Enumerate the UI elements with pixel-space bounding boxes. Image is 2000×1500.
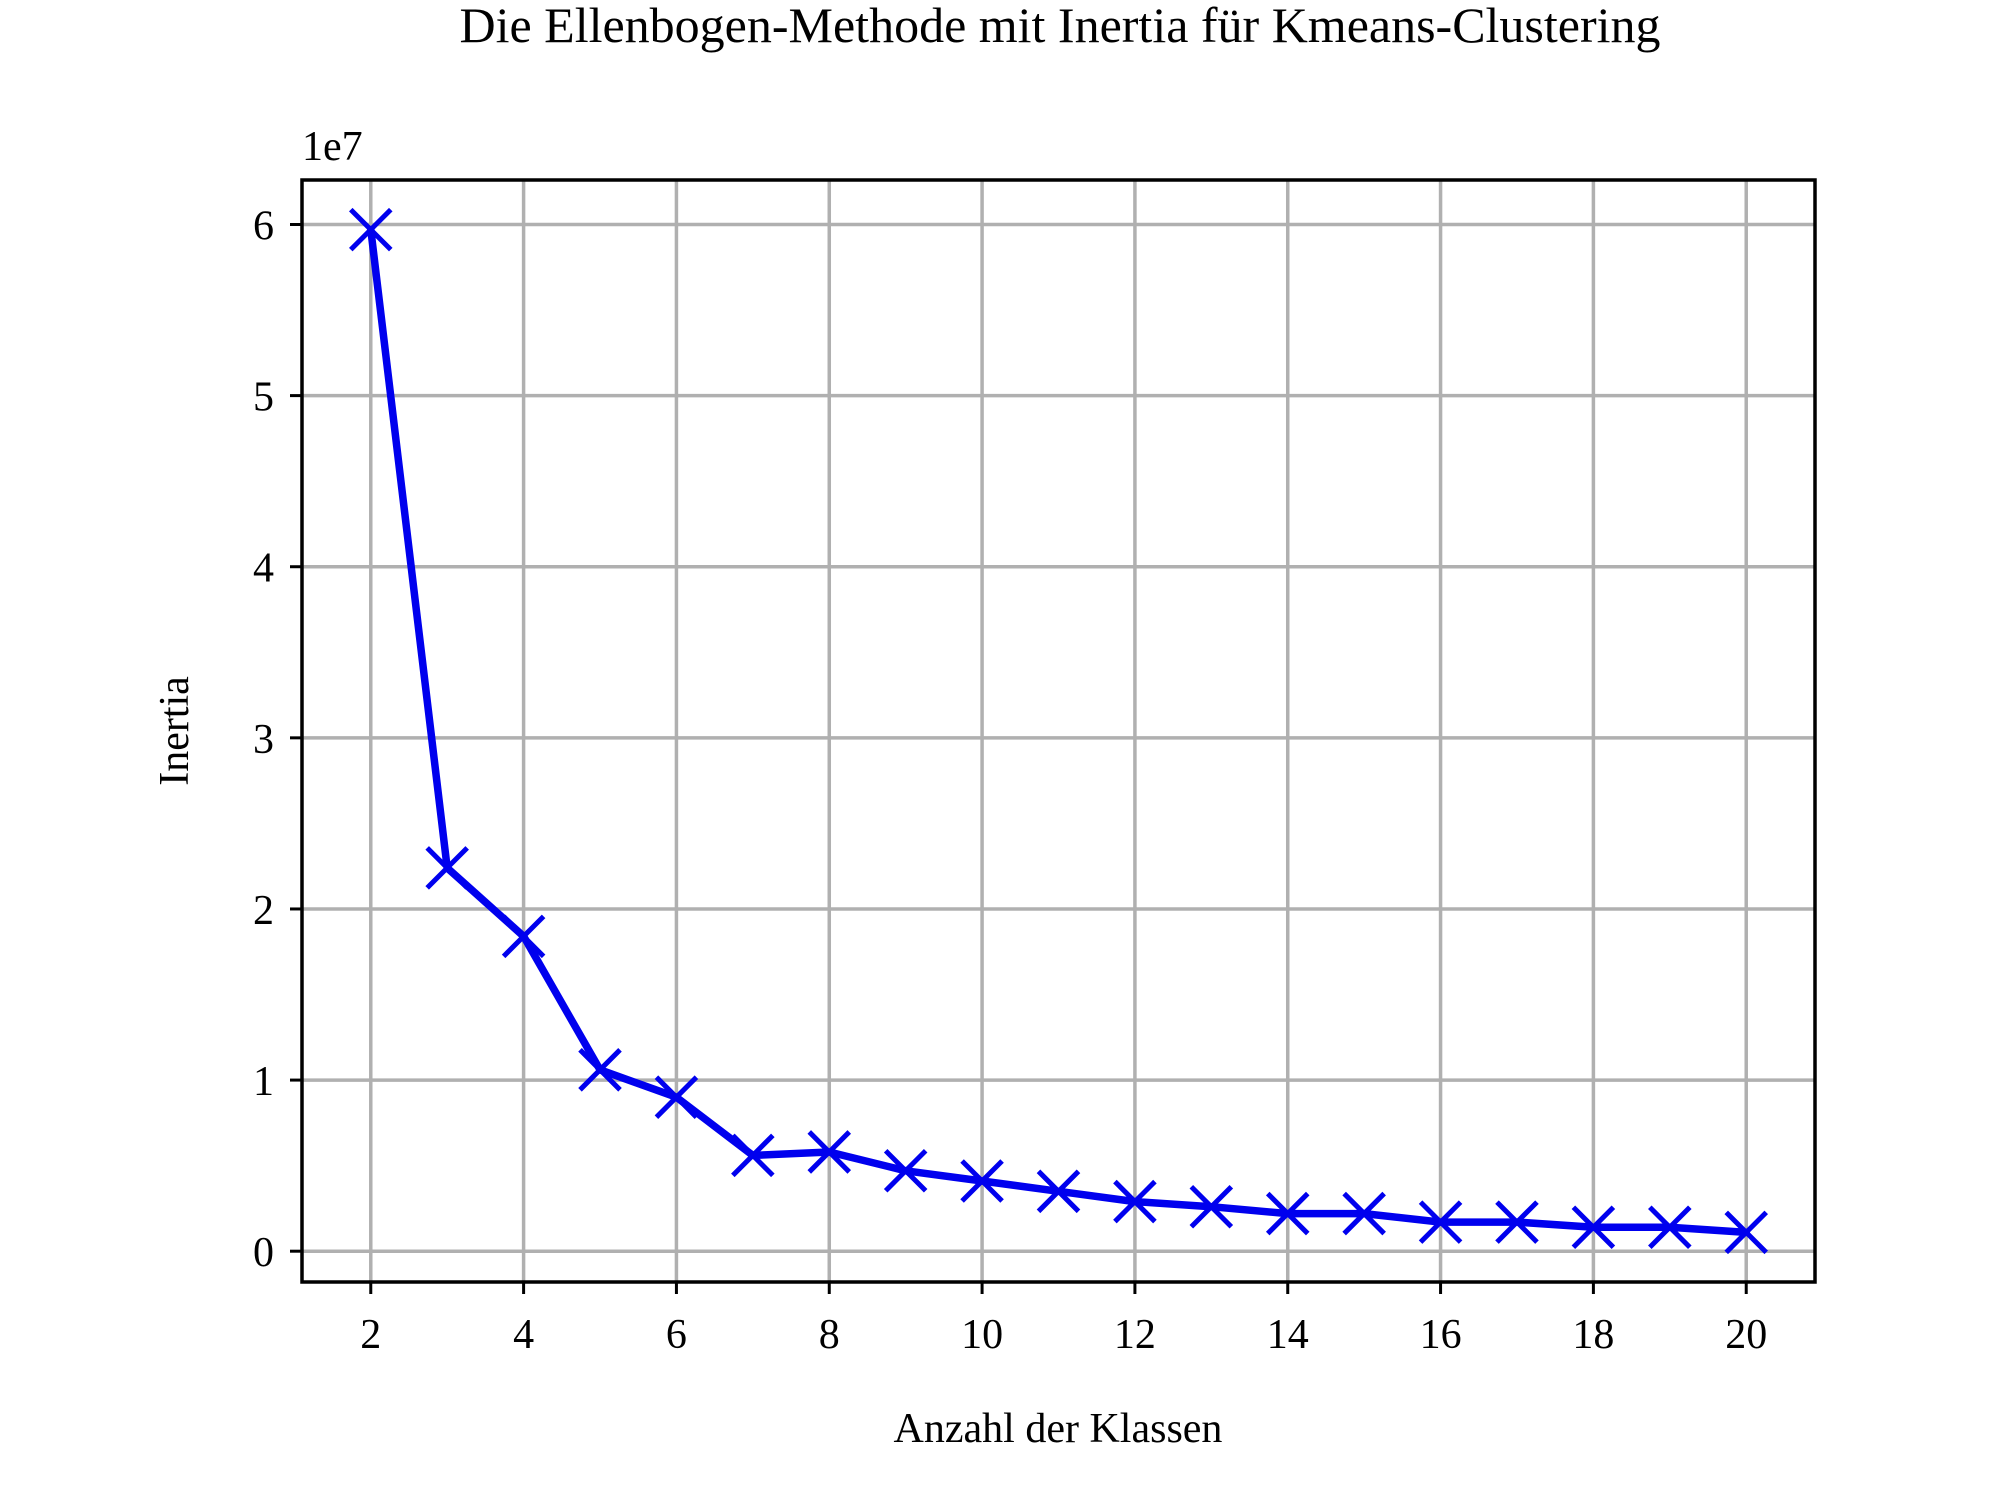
y-tick-label: 0 [253,1230,274,1276]
data-point-marker [1418,1200,1463,1244]
y-axis-label: Inertia [152,676,198,786]
series-line-group [367,225,1750,1237]
y-tick-label: 2 [253,888,274,934]
series-line [367,225,1750,1237]
data-point-marker [1648,1205,1692,1250]
data-point-marker [1724,1210,1768,1255]
data-point-marker [883,1149,928,1193]
data-point-marker [1113,1179,1157,1224]
x-tick-label: 4 [513,1312,534,1358]
y-tick-label: 6 [253,203,274,249]
data-point-marker [960,1159,1004,1203]
x-tick-label: 8 [819,1312,840,1358]
data-point-marker [807,1130,852,1174]
x-tick-label: 12 [1114,1312,1156,1358]
data-point-marker [1495,1200,1539,1244]
data-point-marker [654,1075,699,1119]
x-tick-label: 10 [961,1312,1003,1358]
y-tick-label: 1 [253,1059,274,1105]
data-point-marker [1571,1205,1616,1250]
data-point-marker [1265,1191,1310,1236]
data-point-marker [425,846,469,890]
x-axis-label: Anzahl der Klassen [894,1406,1223,1452]
x-tick-label: 16 [1420,1312,1462,1358]
plot-frame [300,178,1817,1284]
x-tick-label: 2 [360,1312,381,1358]
data-point-marker [1342,1191,1386,1236]
chart-title: Die Ellenbogen-Methode mit Inertia für K… [459,0,1660,53]
y-tick-label: 5 [253,375,274,421]
x-tick-label: 20 [1725,1312,1767,1358]
grid [302,180,1815,1282]
data-point-marker [349,207,393,252]
data-point-marker [731,1133,775,1178]
y-axis-ticks: 0 1 2 3 4 5 6 [253,203,302,1276]
data-point-marker [1036,1169,1081,1214]
y-offset-label: 1e7 [302,124,363,170]
x-tick-label: 14 [1267,1312,1309,1358]
data-point-marker [501,914,546,959]
y-tick-label: 4 [253,546,274,592]
x-tick-label: 18 [1572,1312,1614,1358]
marker-group [349,207,1768,1255]
data-point-marker [1189,1184,1234,1229]
y-tick-label: 3 [253,717,274,763]
x-tick-label: 6 [666,1312,687,1358]
data-point-marker [578,1048,622,1092]
x-axis-ticks: 2 4 6 8 10 12 14 16 18 20 [360,1282,1767,1358]
